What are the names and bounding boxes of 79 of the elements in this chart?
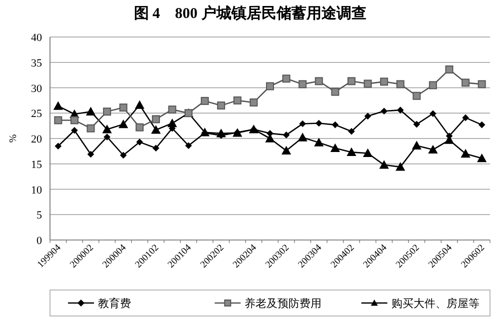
point [462,114,469,122]
y-tick-label: 25 [31,108,42,120]
point [54,142,62,150]
point [217,102,226,110]
point [445,65,454,74]
point [298,80,307,88]
point [362,148,373,158]
y-tick-label: 0 [36,235,42,247]
point [332,121,339,128]
y-tick-label: 35 [31,57,42,70]
legend-label: 养老及预防费用 [244,297,322,310]
point [250,98,258,106]
point [120,152,127,159]
point [71,126,78,134]
point [299,120,306,128]
point [104,134,110,140]
point [54,116,62,124]
point [185,142,192,150]
point [86,124,95,132]
point [298,132,308,142]
point [478,80,486,88]
point [348,128,355,135]
point [315,120,322,127]
point [152,115,160,124]
point [396,106,404,114]
point [53,101,63,110]
chart-title: 图 4 800 户城镇居民储蓄用途调查 [134,4,366,22]
point [118,119,128,128]
point [380,108,388,114]
point [282,74,290,83]
point [314,77,323,86]
point [87,150,94,158]
y-axis-title: % [8,134,19,143]
point [346,147,356,156]
point [347,77,356,86]
point [380,78,388,86]
y-tick-label: 5 [36,210,42,222]
point [233,96,242,104]
point [460,148,470,158]
point [152,144,160,152]
legend-label: 购买大件、房屋等 [391,297,480,310]
y-tick-label: 20 [31,134,42,146]
point [413,120,420,128]
point [281,146,292,155]
point [266,82,274,90]
point [412,140,422,150]
point [379,160,389,169]
point [364,80,372,88]
point [364,112,372,120]
point [136,123,144,132]
legend-label: 教育费 [98,297,131,310]
point [314,138,324,146]
point [478,121,486,128]
y-tick-label: 15 [31,158,42,171]
point [134,100,144,109]
point [266,130,274,137]
y-tick-label: 40 [31,32,42,44]
point [428,81,437,90]
point [430,110,436,118]
point [136,138,144,146]
point [200,96,209,105]
point [86,106,96,116]
point [151,125,161,134]
point [168,106,176,114]
point [428,144,438,154]
point [396,80,404,88]
point [331,88,340,96]
point [396,162,406,171]
point [330,143,340,152]
point [70,116,78,124]
point [119,104,128,112]
y-tick-label: 10 [31,184,42,196]
point [412,92,421,100]
point [102,124,112,134]
point [477,153,487,162]
point [462,78,470,87]
point [282,132,290,138]
point [103,108,112,116]
y-tick-label: 30 [31,82,42,95]
